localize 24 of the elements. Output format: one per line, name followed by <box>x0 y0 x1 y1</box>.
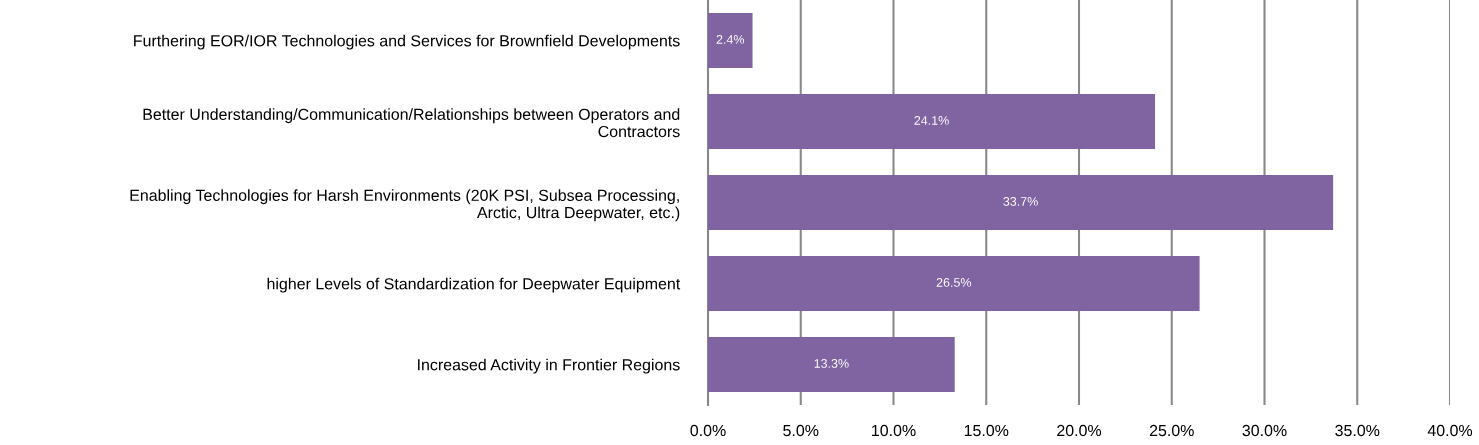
data-label: 24.1% <box>914 116 949 125</box>
data-label: 13.3% <box>814 359 849 368</box>
x-tick-label: 0.0% <box>690 424 726 437</box>
data-label: 26.5% <box>936 278 972 287</box>
x-tick-label: 35.0% <box>1335 424 1380 437</box>
x-tick-label: 25.0% <box>1149 424 1194 437</box>
bar <box>708 93 1156 150</box>
x-tick-label: 40.0% <box>1427 424 1473 437</box>
bar <box>708 336 955 393</box>
x-tick-label: 5.0% <box>783 424 819 437</box>
y-tick-label: Better Understanding/Communication/Relationships between Operators and Contractors <box>143 108 680 138</box>
bar <box>708 12 753 69</box>
y-tick-label: Enabling Technologies for Harsh Environments (20K PSI, Subsea Processing, Arctic, Ultra Deepwater, etc.) <box>130 189 680 222</box>
bar <box>708 255 1200 312</box>
x-tick-label: 10.0% <box>872 424 916 437</box>
x-tick-label: 15.0% <box>964 424 1009 437</box>
y-tick-label: Furthering EOR/IOR Technologies and Services for Brownfield Developments <box>134 34 680 50</box>
data-label: 33.7% <box>1003 197 1038 206</box>
x-tick-label: 20.0% <box>1057 424 1102 437</box>
y-tick-label: Increased Activity in Frontier Regions <box>418 358 680 374</box>
y-tick-label: higher Levels of Standardization for Deepwater Equipment <box>267 277 681 293</box>
bar <box>708 174 1334 231</box>
data-label: 2.4% <box>716 35 745 44</box>
x-tick-label: 30.0% <box>1242 424 1287 437</box>
